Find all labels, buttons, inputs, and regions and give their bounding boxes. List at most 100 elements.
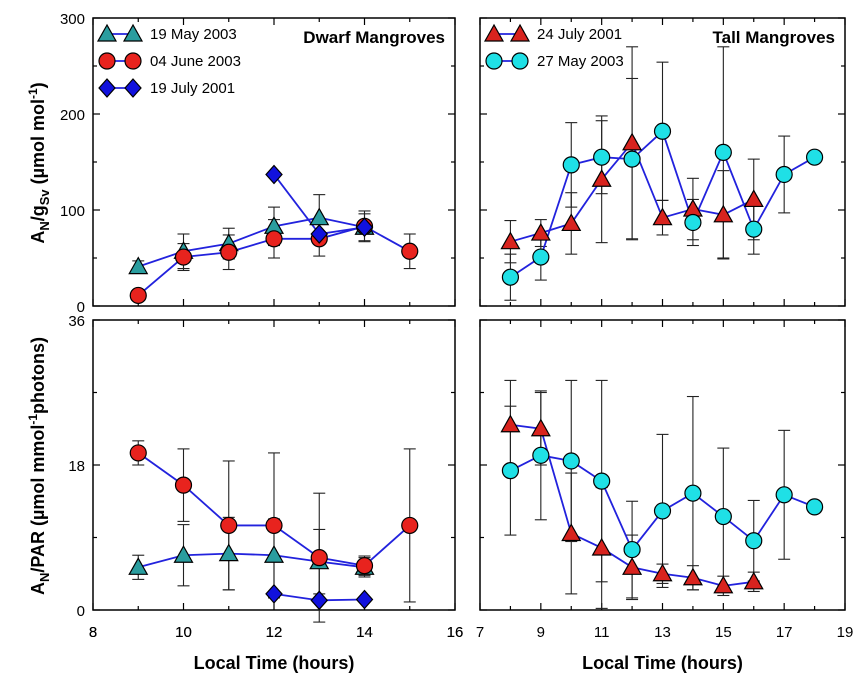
panel-top-right: Tall Mangroves 24 July 2001 27 May 2003 bbox=[479, 17, 846, 307]
top-y-axis-label: AN/gSv (µmol mol-1) bbox=[26, 82, 52, 243]
data-point-triangle bbox=[128, 256, 149, 275]
data-point-circle bbox=[653, 502, 672, 520]
legend-label: 04 June 2003 bbox=[150, 53, 241, 70]
y-tick-label: 100 bbox=[60, 203, 85, 220]
data-point-circle bbox=[401, 242, 419, 260]
data-point-circle bbox=[745, 220, 763, 238]
legend-item: 19 July 2001 bbox=[98, 78, 235, 98]
y-tick-label: 0 bbox=[77, 603, 85, 620]
x-tick-label: 16 bbox=[447, 624, 464, 641]
panel-title: Tall Mangroves bbox=[713, 28, 836, 47]
data-point-triangle bbox=[682, 567, 703, 586]
data-point-triangle bbox=[500, 231, 521, 250]
x-tick-label: 8 bbox=[89, 624, 97, 641]
data-point-triangle bbox=[743, 189, 764, 208]
x-tick-label: 11 bbox=[594, 624, 610, 641]
data-point-triangle bbox=[652, 563, 673, 582]
legend-marker bbox=[485, 52, 503, 70]
x-tick-label: 10 bbox=[175, 624, 192, 641]
x-tick-label: 12 bbox=[266, 624, 283, 641]
x-axis-label: Local Time (hours) bbox=[194, 653, 355, 673]
legend-marker bbox=[98, 78, 116, 98]
data-point-triangle bbox=[622, 132, 643, 151]
y-tick-label: 200 bbox=[60, 107, 85, 124]
panel-top-left: 8 10 12 14 16 0 100 200 300 Dwarf Mangroves 19 May… bbox=[60, 11, 463, 641]
data-point-circle bbox=[265, 230, 283, 248]
x-tick-label: 12 bbox=[266, 624, 283, 641]
data-point-triangle bbox=[713, 575, 734, 594]
x-tick-label: 9 bbox=[537, 624, 545, 641]
data-point-diamond bbox=[355, 589, 374, 610]
data-point-circle bbox=[805, 498, 824, 516]
x-tick-label: 19 bbox=[837, 624, 854, 641]
data-point-triangle bbox=[591, 537, 612, 556]
data-point-circle bbox=[684, 484, 702, 502]
legend-item: 04 June 2003 bbox=[98, 52, 241, 70]
y-tick-label: 18 bbox=[68, 458, 85, 475]
data-point-circle bbox=[593, 148, 611, 166]
legend-marker bbox=[122, 23, 144, 42]
data-point-circle bbox=[265, 516, 283, 535]
data-point-circle bbox=[653, 122, 672, 140]
x-tick-label: 10 bbox=[175, 624, 192, 641]
x-axis-label: Local Time (hours) bbox=[582, 653, 743, 673]
data-point-circle bbox=[174, 248, 193, 266]
data-point-triangle bbox=[652, 207, 673, 226]
data-point-diamond bbox=[265, 583, 283, 604]
data-point-circle bbox=[129, 444, 147, 462]
data-point-triangle bbox=[500, 414, 521, 433]
data-point-triangle bbox=[622, 557, 643, 575]
data-point-triangle bbox=[530, 222, 551, 241]
legend-label: 19 July 2001 bbox=[150, 80, 235, 97]
data-point-diamond bbox=[265, 164, 283, 185]
data-point-circle bbox=[805, 148, 824, 166]
data-point-circle bbox=[220, 243, 238, 261]
data-point-circle bbox=[593, 472, 611, 490]
data-point-circle bbox=[310, 549, 328, 567]
panel-bottom-right: 7 9 11 13 15 17 19 Local Time (hours) bbox=[476, 319, 854, 673]
data-point-circle bbox=[623, 540, 641, 559]
data-point-triangle bbox=[561, 523, 582, 542]
legend-label: 27 May 2003 bbox=[537, 53, 624, 70]
x-tick-label: 14 bbox=[356, 624, 373, 641]
legend-item: 24 July 2001 bbox=[483, 23, 622, 43]
data-point-circle bbox=[745, 532, 763, 550]
x-tick-label: 14 bbox=[356, 624, 373, 641]
legend-label: 24 July 2001 bbox=[537, 26, 622, 43]
data-point-triangle bbox=[561, 213, 582, 232]
series-line bbox=[138, 552, 365, 569]
panel-title: Dwarf Mangroves bbox=[303, 28, 445, 47]
legend-marker bbox=[511, 52, 529, 70]
data-point-circle bbox=[401, 516, 419, 535]
data-point-triangle bbox=[743, 571, 764, 590]
data-point-circle bbox=[501, 268, 520, 286]
data-point-diamond bbox=[310, 590, 329, 611]
data-point-circle bbox=[220, 516, 238, 535]
legend-marker bbox=[124, 52, 142, 70]
data-point-triangle bbox=[713, 204, 734, 223]
data-point-triangle bbox=[591, 169, 612, 187]
x-tick-label: 7 bbox=[476, 624, 484, 641]
data-point-triangle bbox=[218, 543, 239, 562]
panel-bottom-left: 8 10 12 14 16 0 18 36 Local Time (hours) bbox=[68, 313, 463, 673]
data-point-circle bbox=[684, 213, 702, 232]
y-tick-label: 0 bbox=[77, 299, 85, 316]
legend-marker bbox=[509, 23, 531, 42]
data-point-circle bbox=[562, 452, 580, 470]
data-point-circle bbox=[501, 462, 520, 480]
legend-item: 27 May 2003 bbox=[485, 52, 624, 70]
data-point-circle bbox=[355, 557, 374, 575]
legend-label: 19 May 2003 bbox=[150, 26, 237, 43]
data-point-circle bbox=[129, 286, 147, 305]
legend-marker bbox=[96, 23, 118, 42]
data-point-circle bbox=[562, 156, 580, 174]
x-tick-label: 8 bbox=[89, 624, 97, 641]
bottom-y-axis-label: AN/PAR (µmol mmol-1photons) bbox=[26, 337, 52, 595]
series-line bbox=[137, 216, 365, 268]
data-point-circle bbox=[775, 486, 793, 504]
data-point-diamond bbox=[355, 217, 374, 238]
data-point-triangle bbox=[530, 418, 551, 437]
x-tick-label: 13 bbox=[654, 624, 671, 641]
data-point-circle bbox=[174, 476, 193, 494]
